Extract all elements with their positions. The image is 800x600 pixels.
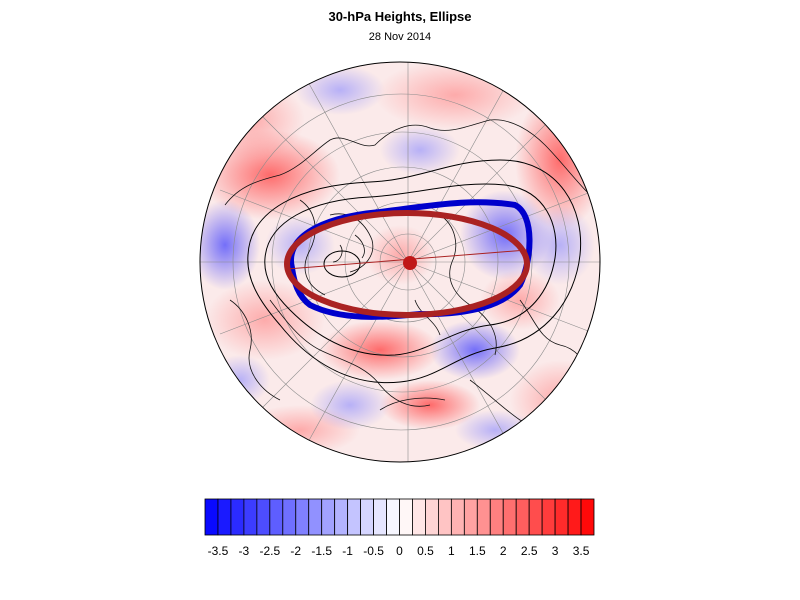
colorbar-tick-label: -3.5 [207, 544, 229, 558]
vortex-ellipses [284, 199, 533, 320]
colorbar-swatch [541, 498, 556, 536]
coastlines [224, 119, 591, 424]
colorbar-swatch [360, 498, 374, 536]
colorbar-swatch [373, 498, 387, 536]
colorbar-swatch [269, 498, 284, 536]
colorbar-swatch [450, 498, 465, 536]
colorbar-swatch [580, 498, 595, 536]
colorbar-swatch [476, 498, 491, 536]
map-boundary [199, 61, 601, 463]
colorbar-swatch [256, 498, 271, 536]
colorbar-tick-label: 1 [448, 544, 455, 558]
colorbar-swatch [489, 498, 504, 536]
colorbar-swatch [554, 498, 569, 536]
colorbar-swatch [528, 498, 543, 536]
colorbar-tick-label: -0.5 [363, 544, 384, 558]
colorbar-tick-label: -1 [342, 544, 353, 558]
colorbar-tick-label: 2 [499, 544, 507, 558]
figure-title: 30-hPa Heights, Ellipse [328, 9, 472, 24]
colorbar-swatch [515, 498, 530, 536]
anomaly-field [200, 62, 600, 462]
colorbar-tick-label: -2.5 [259, 544, 281, 558]
colorbar-swatch [425, 498, 439, 536]
colorbar-swatch [282, 498, 297, 536]
colorbar-swatch [412, 498, 426, 536]
colorbar-tick-label: 0 [396, 544, 403, 558]
colorbar-swatch [308, 498, 323, 536]
colorbar-swatch [243, 498, 258, 536]
colorbar-tick-label: -3 [238, 544, 250, 558]
colorbar-tick-label: 3 [551, 544, 559, 558]
colorbar-swatch [463, 498, 478, 536]
colorbar-tick-label: 3.5 [572, 544, 590, 558]
colorbar-tick-label: -2 [290, 544, 302, 558]
colorbar-swatch [295, 498, 310, 536]
colorbar-tick-label: 2.5 [520, 544, 538, 558]
colorbar-swatch [567, 498, 582, 536]
height-contours [247, 159, 582, 384]
colorbar-swatch [217, 498, 232, 536]
colorbar-swatch [502, 498, 517, 536]
graticule [200, 62, 600, 462]
figure-date: 28 Nov 2014 [368, 31, 432, 43]
colorbar-tick-label: -1.5 [311, 544, 333, 558]
colorbar-tick-label: 1.5 [468, 544, 486, 558]
colorbar-tick-label: 0.5 [417, 544, 434, 558]
colorbar-swatch [347, 498, 361, 536]
colorbar-swatch [399, 498, 413, 536]
colorbar-swatch [321, 498, 336, 536]
fitted-ellipse [284, 210, 530, 318]
vortex-center-marker [403, 256, 417, 270]
colorbar-swatch [334, 498, 349, 536]
colorbar-swatch [437, 498, 452, 536]
colorbar-swatch [386, 498, 400, 536]
colorbar-swatch [230, 498, 245, 536]
colorbar-swatch [204, 498, 219, 536]
